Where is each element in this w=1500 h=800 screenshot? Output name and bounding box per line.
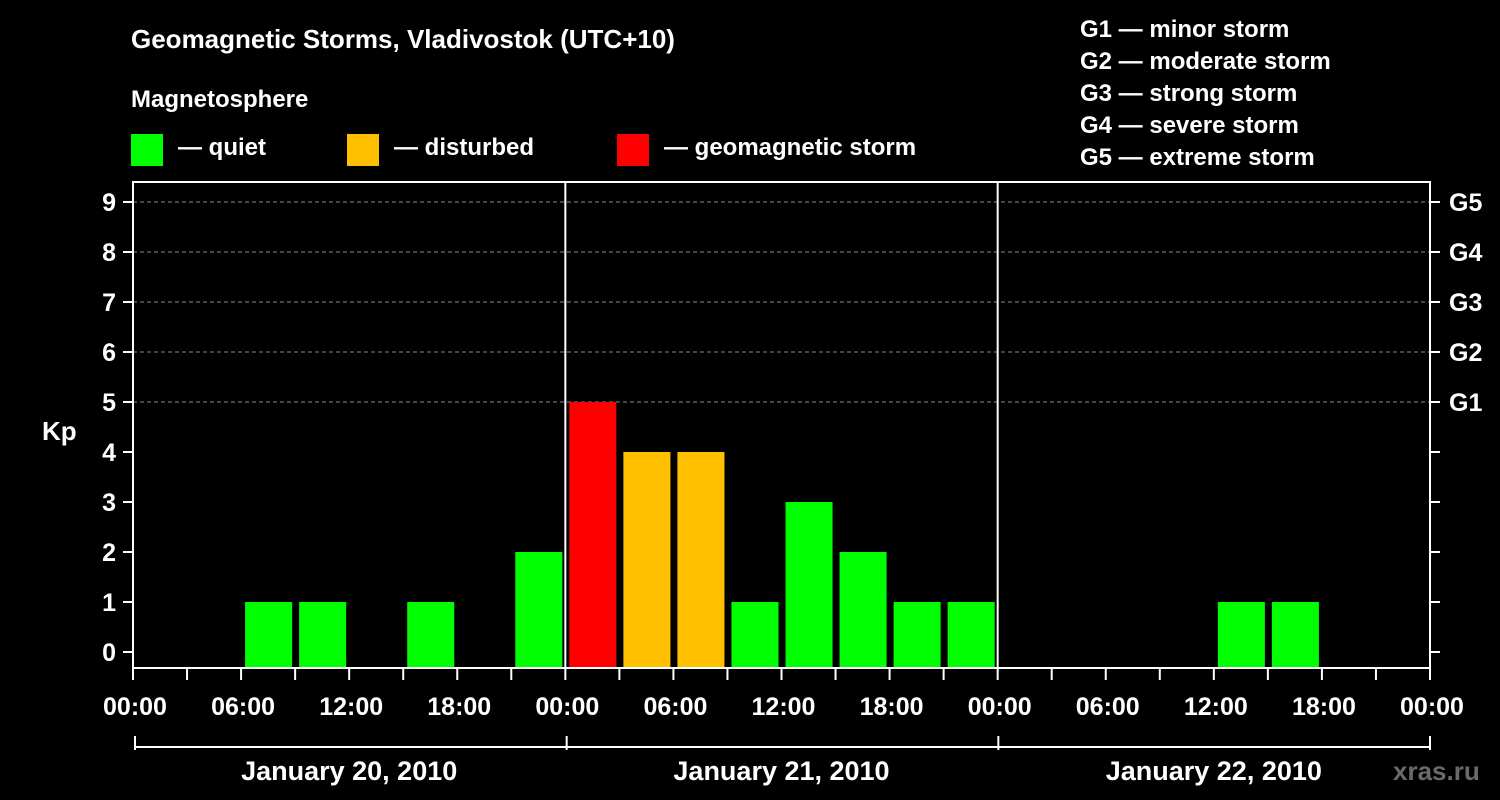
- bar-13: [839, 552, 887, 668]
- legend-swatch-storm: [617, 134, 649, 166]
- x-tick-label-7: 18:00: [860, 693, 924, 721]
- y-tick-label-4: 4: [102, 439, 116, 467]
- y-tick-label-2: 2: [102, 539, 116, 567]
- bar-3: [299, 602, 347, 668]
- x-tick-label-6: 12:00: [752, 693, 816, 721]
- x-tick-label-9: 06:00: [1076, 693, 1140, 721]
- storm-scale-g5: G5 — extreme storm: [1080, 144, 1315, 171]
- right-tick-label-G1: G1: [1449, 389, 1482, 417]
- legend-swatch-disturbed: [347, 134, 379, 166]
- y-tick-label-8: 8: [102, 239, 116, 267]
- storm-scale-g4: G4 — severe storm: [1080, 112, 1299, 139]
- right-tick-label-G3: G3: [1449, 289, 1482, 317]
- y-tick-label-3: 3: [102, 489, 116, 517]
- x-tick-label-11: 18:00: [1292, 693, 1356, 721]
- bar-2: [245, 602, 293, 668]
- day-label-2: January 22, 2010: [1106, 756, 1322, 786]
- bar-20: [1217, 602, 1265, 668]
- bar-5: [407, 602, 455, 668]
- legend-label-disturbed: — disturbed: [394, 134, 535, 161]
- bar-7: [515, 552, 563, 668]
- legend-title: Magnetosphere: [131, 86, 309, 113]
- watermark: xras.ru: [1393, 756, 1480, 786]
- legend-label-storm: — geomagnetic storm: [664, 134, 917, 161]
- x-tick-label-8: 00:00: [968, 693, 1032, 721]
- bar-21: [1271, 602, 1319, 668]
- x-tick-label-5: 06:00: [643, 693, 707, 721]
- storm-scale-g1: G1 — minor storm: [1080, 16, 1290, 43]
- x-tick-label-12: 00:00: [1400, 693, 1464, 721]
- right-tick-label-G5: G5: [1449, 189, 1482, 217]
- x-tick-label-10: 12:00: [1184, 693, 1248, 721]
- right-tick-label-G2: G2: [1449, 339, 1482, 367]
- bar-10: [677, 452, 725, 668]
- chart-title: Geomagnetic Storms, Vladivostok (UTC+10): [131, 24, 675, 54]
- plot-frame: [132, 181, 1431, 669]
- y-tick-label-5: 5: [102, 389, 116, 417]
- y-tick-label-6: 6: [102, 339, 116, 367]
- storm-scale-legend: G1 — minor storm G2 — moderate storm G3 …: [1080, 14, 1331, 174]
- x-tick-label-1: 06:00: [211, 693, 275, 721]
- y-tick-label-7: 7: [102, 289, 116, 317]
- bar-11: [731, 602, 779, 668]
- right-tick-label-G4: G4: [1449, 239, 1482, 267]
- x-tick-label-2: 12:00: [319, 693, 383, 721]
- y-axis-label: Kp: [42, 416, 77, 446]
- bar-14: [893, 602, 941, 668]
- x-tick-label-4: 00:00: [535, 693, 599, 721]
- bar-12: [785, 502, 833, 668]
- bar-9: [623, 452, 671, 668]
- day-label-1: January 21, 2010: [673, 756, 889, 786]
- storm-scale-g3: G3 — strong storm: [1080, 80, 1298, 107]
- y-tick-label-9: 9: [102, 189, 116, 217]
- bar-15: [947, 602, 995, 668]
- y-tick-label-0: 0: [102, 639, 116, 667]
- legend-swatch-quiet: [131, 134, 163, 166]
- bar-8: [569, 402, 617, 668]
- storm-scale-g2: G2 — moderate storm: [1080, 48, 1331, 75]
- x-tick-label-3: 18:00: [427, 693, 491, 721]
- legend-label-quiet: — quiet: [178, 134, 266, 161]
- y-tick-label-1: 1: [102, 589, 116, 617]
- x-tick-label-0: 00:00: [103, 693, 167, 721]
- day-label-0: January 20, 2010: [241, 756, 457, 786]
